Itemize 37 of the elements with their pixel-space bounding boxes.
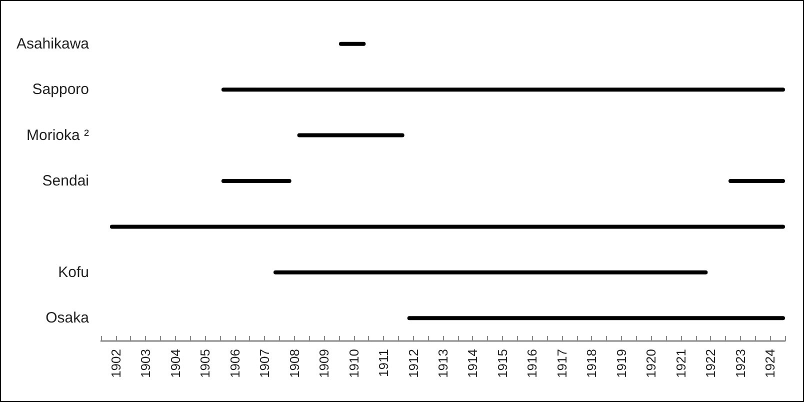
- x-tick-label: 1916: [524, 349, 540, 378]
- x-tick-label: 1913: [436, 349, 450, 378]
- x-tick-label: 1907: [257, 349, 272, 378]
- bar: [221, 179, 292, 183]
- y-tick-label: Morioka ²: [26, 126, 89, 144]
- bar: [338, 42, 366, 46]
- x-tick-label: 1905: [198, 349, 213, 378]
- x-tick-label: 1912: [406, 349, 421, 378]
- x-tick-label: 1923: [732, 349, 748, 378]
- y-tick-label: Sendai: [42, 172, 89, 190]
- y-tick-label: Kofu: [58, 264, 89, 281]
- x-tick-label: 1915: [494, 349, 510, 378]
- x-tick-label: 1924: [762, 349, 778, 378]
- bar: [110, 224, 785, 229]
- x-tick-label: 1917: [554, 349, 570, 378]
- x-tick-label: 1920: [644, 349, 659, 378]
- x-tick-label: 1909: [316, 349, 332, 378]
- bar: [221, 88, 785, 92]
- y-tick-label: Asahikawa: [16, 35, 90, 52]
- x-tick-label: 1914: [465, 349, 480, 378]
- x-tick-label: 1911: [376, 349, 392, 377]
- x-tick-label: 1903: [138, 349, 154, 378]
- x-tick-label: 1908: [286, 349, 302, 378]
- x-tick-label: 1906: [227, 349, 242, 378]
- x-tick-label: 1902: [108, 349, 124, 378]
- x-tick-label: 1921: [673, 349, 688, 378]
- x-tick-label: 1922: [703, 349, 718, 378]
- x-tick-label: 1910: [346, 349, 362, 378]
- bar: [728, 179, 785, 183]
- bar: [297, 133, 404, 138]
- y-tick-label: Osaka: [46, 310, 90, 327]
- x-tick-label: 1904: [168, 349, 183, 378]
- x-tick-label: 1918: [584, 349, 600, 378]
- y-tick-label: Sapporo: [32, 81, 89, 98]
- x-tick-label: 1919: [614, 349, 629, 378]
- bar: [407, 316, 785, 320]
- bar: [273, 270, 708, 274]
